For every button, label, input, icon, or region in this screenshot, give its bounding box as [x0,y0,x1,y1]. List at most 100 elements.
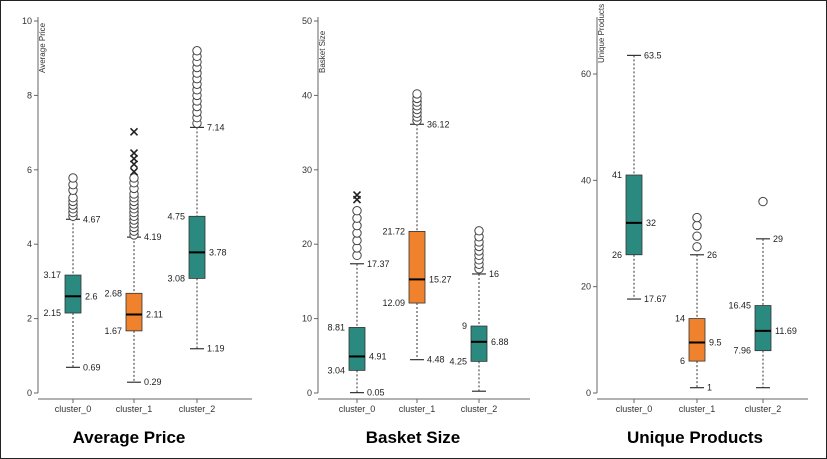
q1-label: 4.25 [449,356,467,366]
q3-label: 9 [462,321,467,331]
outlier-point [192,46,202,56]
box-iqr [470,325,488,362]
y-tick-label: 20 [581,282,591,292]
panel-title: Average Price [73,428,186,447]
box-cluster_1: 4.19 0.29 2.11 2.68 1.67 cluster_1 [104,127,163,414]
lower-whisker-label: 0.05 [367,388,385,398]
q3-label: 14 [675,314,685,324]
q1-label: 1.67 [104,326,122,336]
upper-whisker-label: 26 [707,250,717,260]
box-cluster_2: 29 11.69 16.45 7.96 cluster_2 [728,196,797,414]
box-cluster_2: 7.14 1.19 3.78 4.75 3.08 cluster_2 [167,46,227,414]
y-tick-label: 4 [27,239,32,249]
lower-whisker-label: 0.69 [83,362,101,372]
box-iqr [625,174,643,256]
outlier-point [692,212,702,223]
median-label: 6.88 [491,337,509,347]
extreme-point [129,148,139,158]
q3-label: 4.75 [167,211,185,221]
box-cluster_1: 26 1 9.5 14 6 cluster_1 [675,212,722,414]
chart-panel-0: 0 2 4 6 8 10 Average Price 4.67 0.69 2.6 3.17 2.15 c… [22,16,252,447]
category-label: cluster_0 [339,404,376,414]
y-tick-label: 60 [581,69,591,79]
box-cluster_2: 16 6.88 9 4.25 cluster_2 [449,226,509,414]
box-cluster_0: 4.67 0.69 2.6 3.17 2.15 cluster_0 [43,173,101,414]
box-cluster_0: 63.5 17.67 32 41 26 cluster_0 [612,50,667,414]
upper-whisker-label: 7.14 [207,122,225,132]
category-label: cluster_0 [55,404,92,414]
y-tick-label: 10 [302,314,312,324]
extreme-point [129,167,139,176]
q1-label: 6 [680,356,685,366]
outlier-point [68,173,78,183]
outlier-point [692,231,702,241]
q1-label: 7.96 [733,346,751,356]
upper-whisker-label: 4.19 [144,232,162,242]
median-label: 2.11 [146,310,163,320]
outlier-point [692,242,702,252]
median-label: 9.5 [709,337,722,347]
category-label: cluster_0 [616,404,653,414]
box-iqr [408,231,426,304]
upper-whisker-label: 17.37 [367,259,390,269]
panel-title: Unique Products [627,428,763,447]
y-axis-label: Average Price [38,22,47,73]
box-cluster_0: 17.37 0.05 4.91 8.81 3.04 cluster_0 [327,191,390,414]
y-axis-label: Unique Products [597,4,606,63]
median-label: 3.78 [209,247,227,257]
y-tick-label: 40 [302,90,312,100]
lower-whisker-label: 17.67 [644,294,667,304]
outlier-point [692,220,702,231]
q3-label: 3.17 [43,270,61,280]
q3-label: 21.72 [382,226,405,236]
lower-whisker-label: 0.29 [144,377,162,387]
chart-panel-1: 0 10 20 30 40 50 Basket Size 17.37 0.05 4.91 8.81 3… [302,16,530,447]
q1-label: 3.08 [167,273,185,283]
category-label: cluster_2 [745,404,782,414]
category-label: cluster_1 [399,404,436,414]
lower-whisker-label: 1.19 [207,344,225,354]
y-tick-label: 6 [27,165,32,175]
box-iqr [688,318,706,362]
y-tick-label: 40 [581,175,591,185]
panel-title: Basket Size [366,428,461,447]
y-tick-label: 0 [27,388,32,398]
q1-label: 3.04 [327,365,345,375]
outlier-point [129,173,139,183]
median-label: 11.69 [775,326,797,336]
category-label: cluster_2 [461,404,498,414]
y-tick-label: 0 [586,388,591,398]
y-tick-label: 50 [302,16,312,26]
upper-whisker-label: 4.67 [83,214,101,224]
outlier-point [758,196,768,207]
outlier-point [352,206,362,216]
median-label: 2.6 [85,291,98,301]
upper-whisker-label: 36.12 [427,119,450,129]
chart-panel-2: 0 20 40 60 Unique Products 63.5 17.67 32 41 26 clu… [581,4,808,447]
q1-label: 2.15 [43,308,61,318]
y-tick-label: 2 [27,314,32,324]
upper-whisker-label: 63.5 [644,50,662,60]
y-tick-label: 10 [22,16,32,26]
box-iqr [188,215,206,279]
upper-whisker-label: 29 [773,234,783,244]
y-tick-label: 8 [27,90,32,100]
box-iqr [754,305,772,352]
lower-whisker-label: 4.48 [427,355,445,365]
outlier-point [474,226,484,236]
category-label: cluster_2 [179,404,216,414]
q3-label: 41 [612,170,622,180]
upper-whisker-label: 16 [489,269,499,279]
category-label: cluster_1 [116,404,153,414]
box-iqr [348,327,366,371]
median-label: 32 [646,218,656,228]
median-label: 15.27 [429,274,452,284]
y-tick-label: 0 [307,388,312,398]
y-tick-label: 30 [302,165,312,175]
lower-whisker-label: 1 [707,383,712,393]
box-iqr [64,274,82,314]
extreme-point [129,127,139,136]
q3-label: 2.68 [104,288,122,298]
y-tick-label: 20 [302,239,312,249]
